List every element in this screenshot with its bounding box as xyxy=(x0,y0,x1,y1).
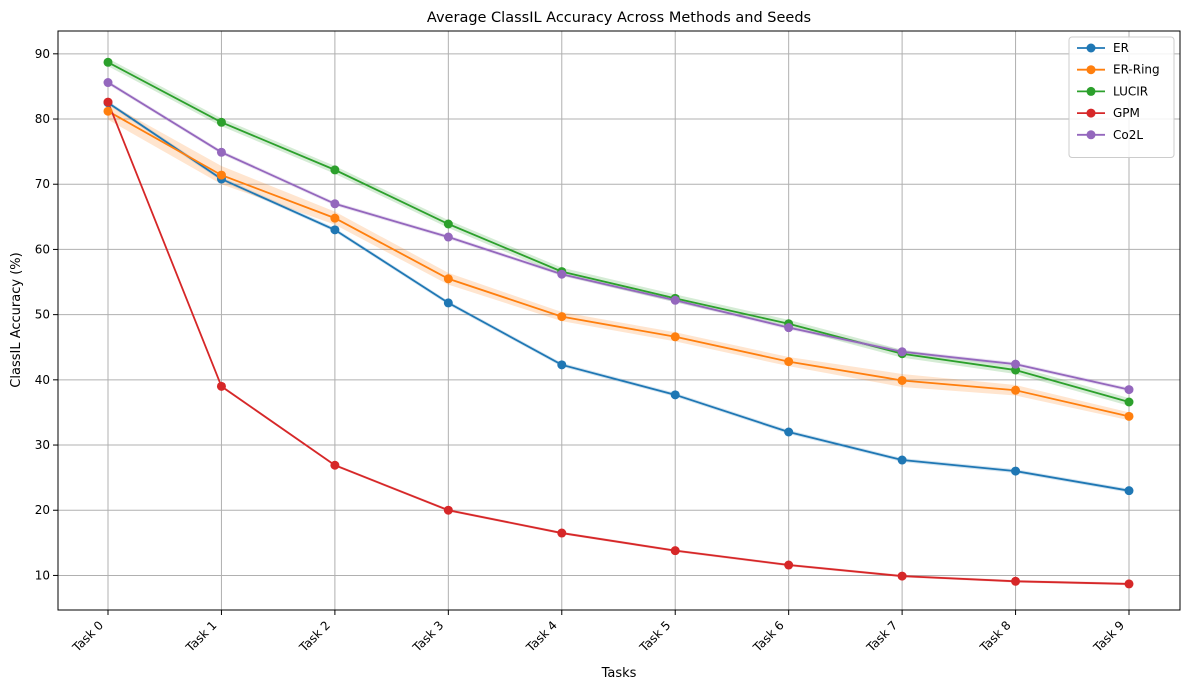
point-er-ring xyxy=(443,274,453,284)
series-points xyxy=(103,57,1134,589)
y-tick-label: 70 xyxy=(35,177,50,191)
point-er xyxy=(330,225,340,235)
line-er-ring xyxy=(107,110,1130,418)
y-axis-ticks: 10 20 30 40 50 60 70 80 90 xyxy=(35,47,58,582)
band-lucir xyxy=(108,58,1129,406)
x-tick-label: Task 7 xyxy=(863,618,900,655)
point-lucir xyxy=(103,57,113,67)
point-co2l xyxy=(1124,385,1134,395)
point-er-ring xyxy=(670,332,680,342)
point-er-ring xyxy=(103,106,113,116)
legend-label-co2l: Co2L xyxy=(1113,128,1143,142)
y-tick-label: 30 xyxy=(35,438,50,452)
y-tick-label: 50 xyxy=(35,308,50,322)
chart-title: Average ClassIL Accuracy Across Methods … xyxy=(427,10,811,26)
point-gpm xyxy=(670,546,680,556)
band-er-ring xyxy=(108,102,1129,421)
y-tick-label: 60 xyxy=(35,242,50,256)
legend-marker-er xyxy=(1086,43,1096,53)
grid-lines xyxy=(58,31,1180,610)
point-co2l xyxy=(670,295,680,305)
point-gpm xyxy=(784,560,794,570)
point-er-ring xyxy=(216,170,226,180)
series-lines xyxy=(107,61,1130,585)
point-gpm xyxy=(330,460,340,470)
y-tick-label: 10 xyxy=(35,568,50,582)
legend-label-gpm: GPM xyxy=(1113,106,1140,120)
point-lucir xyxy=(1124,397,1134,407)
x-tick-label: Task 9 xyxy=(1090,618,1127,655)
point-co2l xyxy=(1011,359,1021,369)
point-er-ring xyxy=(1124,411,1134,421)
point-co2l xyxy=(557,269,567,279)
legend-marker-gpm xyxy=(1086,108,1096,118)
point-co2l xyxy=(784,323,794,333)
y-tick-label: 80 xyxy=(35,112,50,126)
point-er xyxy=(1011,466,1021,476)
point-er-ring xyxy=(557,312,567,322)
legend-label-er: ER xyxy=(1113,41,1129,55)
point-co2l xyxy=(216,147,226,157)
legend-marker-co2l xyxy=(1086,130,1096,140)
x-tick-label: Task 4 xyxy=(523,618,560,655)
line-er xyxy=(107,101,1130,492)
point-er xyxy=(443,298,453,308)
point-er-ring xyxy=(784,357,794,367)
point-co2l xyxy=(330,199,340,209)
x-tick-label: Task 0 xyxy=(69,618,106,655)
y-tick-label: 90 xyxy=(35,47,50,61)
point-er xyxy=(670,390,680,400)
point-lucir xyxy=(443,219,453,229)
point-gpm xyxy=(1124,579,1134,589)
legend-label-er-ring: ER-Ring xyxy=(1113,63,1160,77)
point-gpm xyxy=(103,97,113,107)
line-co2l xyxy=(107,81,1130,391)
x-axis-ticks: Task 0 Task 1 Task 2 Task 3 Task 4 Task 5 Task… xyxy=(69,610,1130,655)
x-tick-label: Task 2 xyxy=(296,618,333,655)
y-axis-label: ClassIL Accuracy (%) xyxy=(9,252,24,387)
line-gpm xyxy=(107,101,1130,585)
legend-marker-er-ring xyxy=(1086,65,1096,75)
legend-label-lucir: LUCIR xyxy=(1113,84,1148,98)
point-gpm xyxy=(897,571,907,581)
band-gpm xyxy=(108,100,1129,586)
point-er xyxy=(784,427,794,437)
point-gpm xyxy=(557,528,567,538)
point-lucir xyxy=(216,117,226,127)
point-er xyxy=(897,455,907,465)
point-co2l xyxy=(103,78,113,88)
point-lucir xyxy=(330,165,340,175)
x-tick-label: Task 1 xyxy=(183,618,220,655)
point-er xyxy=(557,360,567,370)
legend-box xyxy=(1068,36,1175,158)
plot-frame xyxy=(57,30,1181,611)
band-co2l xyxy=(108,80,1129,392)
legend-marker-lucir xyxy=(1086,86,1096,96)
point-gpm xyxy=(216,381,226,391)
x-axis-label: Tasks xyxy=(601,666,637,681)
band-er xyxy=(108,100,1129,493)
x-tick-label: Task 8 xyxy=(977,618,1014,655)
point-er-ring xyxy=(330,213,340,223)
point-co2l xyxy=(443,232,453,242)
point-er xyxy=(1124,486,1134,496)
x-tick-label: Task 6 xyxy=(750,618,787,655)
point-er-ring xyxy=(897,375,907,385)
point-er-ring xyxy=(1011,385,1021,395)
line-lucir xyxy=(107,61,1130,403)
y-tick-label: 40 xyxy=(35,373,50,387)
point-gpm xyxy=(1011,576,1021,586)
x-tick-label: Task 3 xyxy=(409,618,446,655)
legend: ER ER-Ring LUCIR GPM Co2L xyxy=(1068,36,1175,158)
point-co2l xyxy=(897,347,907,357)
point-gpm xyxy=(443,505,453,515)
x-tick-label: Task 5 xyxy=(636,618,673,655)
y-tick-label: 20 xyxy=(35,503,50,517)
confidence-bands xyxy=(108,58,1129,586)
